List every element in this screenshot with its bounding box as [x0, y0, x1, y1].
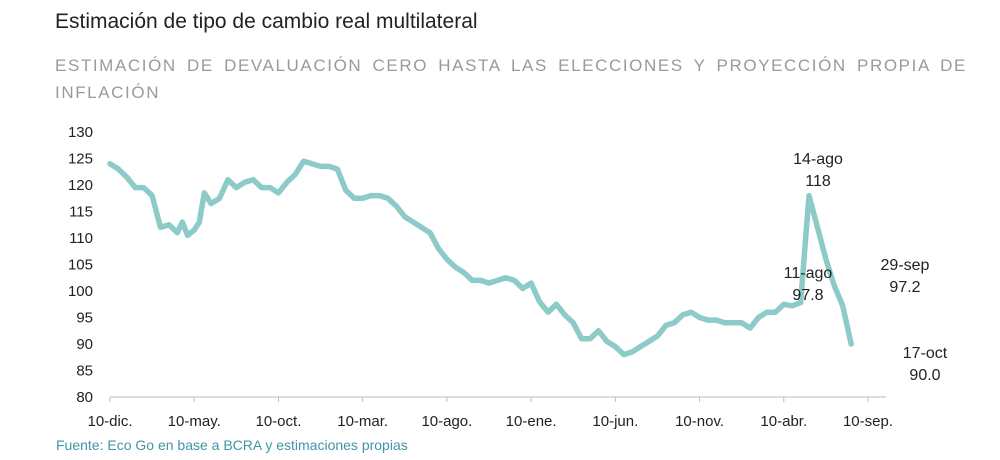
x-tick-label: 10-abr. — [760, 413, 807, 430]
annotation-date: 29-sep — [881, 257, 930, 274]
y-tick-label: 105 — [68, 257, 93, 274]
x-axis: 10-dic. 10-may. 10-oct. 10-mar. 10-ago. 10-en… — [87, 396, 893, 430]
annotation-value: 90.0 — [909, 367, 940, 384]
x-tick-label: 10-ene. — [506, 413, 557, 430]
annotation-group: 14-ago 118 11-ago 97.8 29-sep 97.2 17-oct 90.0 — [784, 151, 948, 384]
x-tick-label: 10-oct. — [256, 413, 302, 430]
annotation-value: 118 — [805, 173, 831, 190]
y-tick-label: 90 — [76, 336, 93, 353]
y-tick-label: 95 — [76, 310, 93, 327]
annotation-value: 97.8 — [792, 287, 823, 304]
x-tick-label: 10-nov. — [675, 413, 724, 430]
y-tick-label: 115 — [69, 204, 93, 221]
y-tick-label: 125 — [68, 151, 93, 168]
annotation-date: 17-oct — [903, 345, 948, 362]
annotation-date: 11-ago — [784, 265, 833, 282]
x-tick-label: 10-may. — [168, 413, 221, 430]
x-tick-label: 10-sep. — [843, 413, 893, 430]
y-tick-label: 120 — [68, 177, 93, 194]
x-tick-label: 10-mar. — [337, 413, 388, 430]
y-tick-label: 130 — [68, 124, 93, 141]
y-tick-label: 85 — [76, 363, 93, 380]
x-tick-label: 10-ago. — [421, 413, 472, 430]
chart-subtitle: ESTIMACIÓN DE DEVALUACIÓN CERO HASTA LAS… — [55, 56, 967, 102]
chart-title: Estimación de tipo de cambio real multil… — [55, 10, 478, 33]
source-note: Fuente: Eco Go en base a BCRA y estimaci… — [56, 437, 408, 453]
y-tick-label: 80 — [76, 389, 93, 406]
series-group — [107, 158, 854, 358]
x-tick-label: 10-jun. — [592, 413, 638, 430]
annotation-value: 97.2 — [889, 279, 920, 296]
annotation-date: 14-ago — [793, 151, 843, 168]
x-tick-label: 10-dic. — [87, 413, 132, 430]
y-tick-label: 110 — [69, 230, 93, 247]
y-axis: 80 85 90 95 100 105 110 115 120 125 130 — [68, 124, 93, 406]
series-line — [107, 158, 854, 358]
y-tick-label: 100 — [68, 283, 93, 300]
